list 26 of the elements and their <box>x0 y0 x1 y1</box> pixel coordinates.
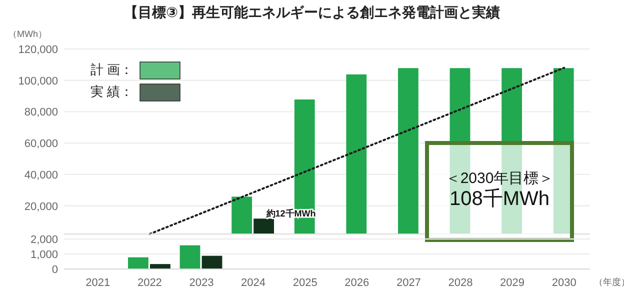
y-tick-label: 1,000 <box>30 249 58 261</box>
x-tick-label: 2023 <box>189 277 214 289</box>
x-tick-label: 2027 <box>396 277 421 289</box>
x-tick-label: 2024 <box>241 277 266 289</box>
y-tick-label: 2,000 <box>30 234 58 246</box>
x-tick-label: 2021 <box>86 277 110 289</box>
legend-label: 計 画： <box>90 62 133 77</box>
annotation: ＜2030年目標＞ <box>445 170 554 187</box>
y-tick-label: 100,000 <box>18 75 58 88</box>
x-tick-label: 2022 <box>137 277 162 289</box>
x-tick-label: 2029 <box>500 277 525 289</box>
x-tick-label: 2026 <box>344 277 370 289</box>
x-tick-label: 2025 <box>292 277 318 289</box>
y-tick-label: 80,000 <box>24 106 58 119</box>
x-tick-label: 2028 <box>448 277 473 289</box>
y-tick-label: 40,000 <box>24 169 58 182</box>
x-tick-label: 2030 <box>552 277 576 289</box>
x-axis-title: （年度） <box>594 277 624 287</box>
y-tick-label: 0 <box>52 264 58 276</box>
y-tick-label: 120,000 <box>18 44 58 56</box>
y-tick-label: 60,000 <box>24 138 58 150</box>
y-tick-label: 20,000 <box>24 200 58 213</box>
y-axis-title: （MWh） <box>8 29 47 39</box>
chart-title: 【目標③】再生可能エネルギーによる創エネ発電計画と実績 <box>124 4 500 20</box>
annotation: 108千MWh <box>449 188 550 210</box>
legend-label: 実 績： <box>90 84 133 99</box>
